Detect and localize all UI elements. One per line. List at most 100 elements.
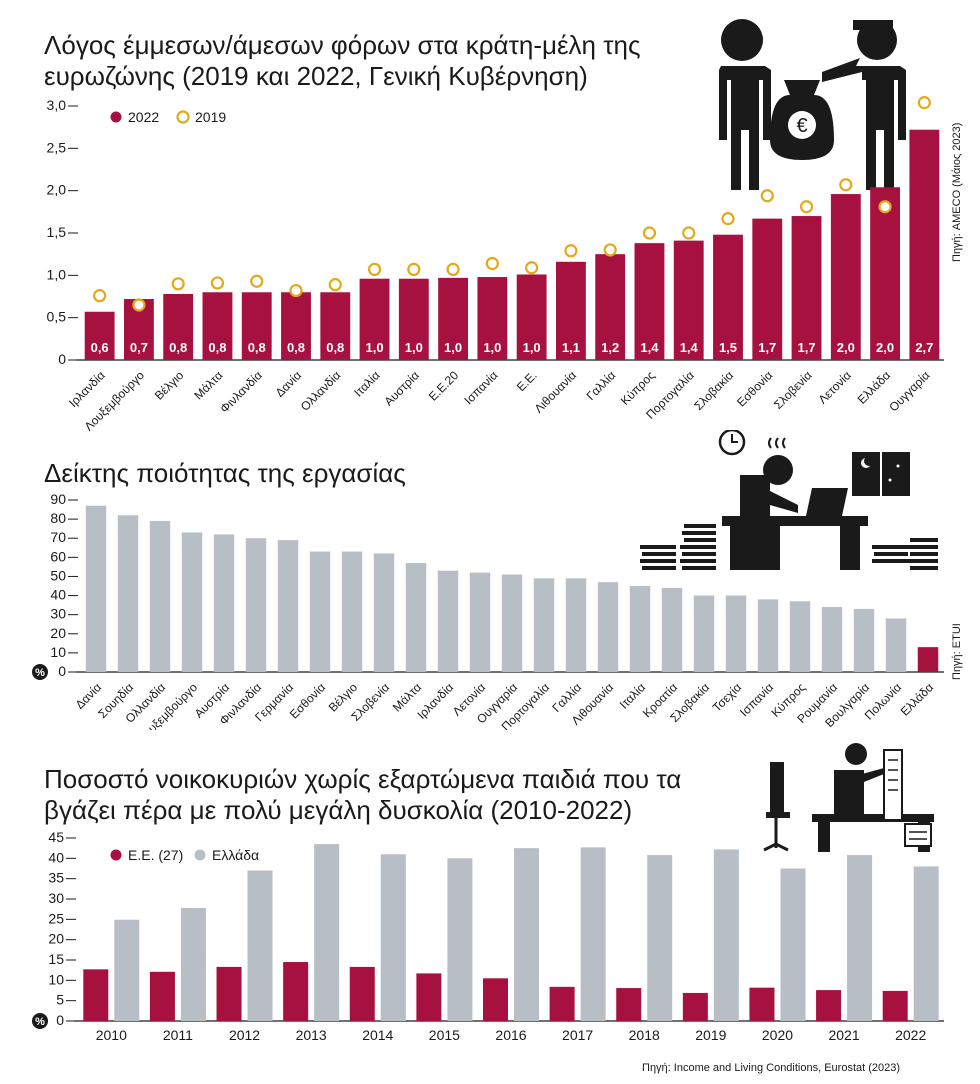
bar-value-label: 0,8 (169, 340, 187, 355)
point-2019 (328, 278, 342, 292)
category-label: Ισπανία (461, 368, 500, 407)
bar-greece (180, 907, 206, 1021)
bar-value-label: 1,7 (758, 340, 776, 355)
bar-eu (882, 990, 908, 1021)
chart2-title-text: Δείκτης ποιότητας της εργασίας (44, 458, 406, 488)
chart2-title: Δείκτης ποιότητας της εργασίας (44, 458, 406, 489)
bar-greece (114, 919, 140, 1021)
category-label: Λιθουανία (532, 368, 580, 416)
y-tick-label: 35 (48, 870, 64, 886)
point-2019 (642, 226, 657, 240)
point-2019 (289, 283, 303, 298)
category-label: Λετονία (816, 368, 854, 406)
bar-eu (483, 978, 508, 1021)
bar-greece (780, 868, 806, 1021)
category-label: Ε.Ε. (514, 368, 540, 394)
category-label: Αυστρία (382, 368, 422, 408)
bar-value-label: 1,0 (444, 340, 462, 355)
y-tick-label: 60 (50, 548, 66, 564)
unit-badge (32, 664, 48, 680)
bar (437, 570, 459, 672)
clock-icon (718, 430, 746, 456)
bar-value-label: 1,7 (798, 340, 816, 355)
bar-eu (149, 971, 175, 1021)
night-window-icon (852, 452, 910, 496)
y-tick-label: 15 (48, 951, 64, 967)
bar-value-label: 0,6 (91, 340, 109, 355)
point-2019 (878, 200, 892, 214)
y-tick-label: 40 (48, 849, 64, 865)
bar-greece (847, 855, 873, 1021)
category-label: Εσθονία (287, 680, 328, 721)
bar (853, 608, 875, 672)
point-2019 (407, 262, 421, 277)
bar (469, 572, 491, 672)
legend-label-2019: 2019 (195, 109, 226, 125)
y-tick-label: 70 (50, 529, 66, 545)
point-2019 (210, 276, 225, 290)
category-label: Δανία (273, 368, 305, 400)
bar-eu (349, 966, 375, 1021)
bar-eu (682, 992, 708, 1021)
category-label: Σλοβακία (691, 368, 736, 413)
y-tick-label: 0 (58, 663, 66, 679)
legend-swatch-greece (194, 849, 206, 861)
legend-label-greece: Ελλάδα (212, 847, 259, 863)
bar-value-label: 1,0 (523, 340, 541, 355)
point-2019 (603, 243, 617, 257)
bar-value-label: 1,4 (640, 340, 659, 355)
y-tick-label: 45 (48, 829, 64, 845)
point-2019 (917, 96, 931, 110)
bar-greece (514, 848, 539, 1021)
bar-eu (549, 986, 575, 1021)
y-tick-label: 0 (56, 1012, 64, 1028)
point-2019 (760, 189, 774, 203)
bar-greece (380, 854, 406, 1021)
year-label: 2015 (429, 1027, 460, 1043)
year-label: 2016 (495, 1027, 526, 1043)
y-tick-label: 1,5 (47, 224, 67, 240)
year-label: 2020 (762, 1027, 793, 1043)
point-2019 (446, 262, 460, 277)
y-tick-label: 10 (48, 971, 64, 987)
category-label: Ελλάδα (855, 368, 893, 406)
point-2019 (525, 261, 539, 275)
bar-value-label: 0,8 (326, 340, 344, 355)
category-label: Μάλτα (191, 368, 225, 402)
bar (565, 578, 587, 672)
euro-sign: € (796, 115, 807, 137)
bar-2022 (398, 278, 429, 360)
bar-2022 (870, 187, 901, 360)
bar-eu (83, 969, 109, 1021)
bar (373, 553, 395, 672)
category-label: Ουγγαρία (886, 368, 932, 414)
y-tick-label: 0,5 (47, 309, 67, 325)
bar-2022 (84, 311, 115, 360)
bar-eu (416, 973, 442, 1021)
bar-value-label: 0,8 (287, 340, 305, 355)
chart3-source: Πηγή: Income and Living Conditions, Euro… (642, 1062, 901, 1074)
bar-value-label: 0,7 (130, 340, 148, 355)
category-label: Ισπανία (737, 680, 776, 719)
year-label: 2017 (562, 1027, 593, 1043)
bar (181, 532, 203, 672)
bar-value-label: 1,1 (562, 340, 580, 355)
chart3-svg: 0 5 10 15 20 25 30 35 40 45% Ε.Ε. (27) Ελλάδα 2010 2… (32, 743, 944, 1043)
bar-eu (616, 988, 642, 1021)
bar (501, 574, 523, 672)
point-2019 (839, 178, 853, 192)
bar (85, 505, 107, 672)
tired-worker-at-desk-icon (722, 437, 868, 570)
year-label: 2019 (695, 1027, 726, 1043)
bar-eu (749, 987, 775, 1021)
bar (725, 595, 747, 672)
bar-2022 (438, 277, 469, 360)
y-tick-label: 5 (56, 992, 64, 1008)
point-2019 (799, 200, 814, 214)
category-label: Γαλλία (584, 368, 619, 403)
bar-2022 (477, 277, 508, 360)
y-tick-label: 30 (48, 890, 64, 906)
bar (277, 540, 299, 672)
